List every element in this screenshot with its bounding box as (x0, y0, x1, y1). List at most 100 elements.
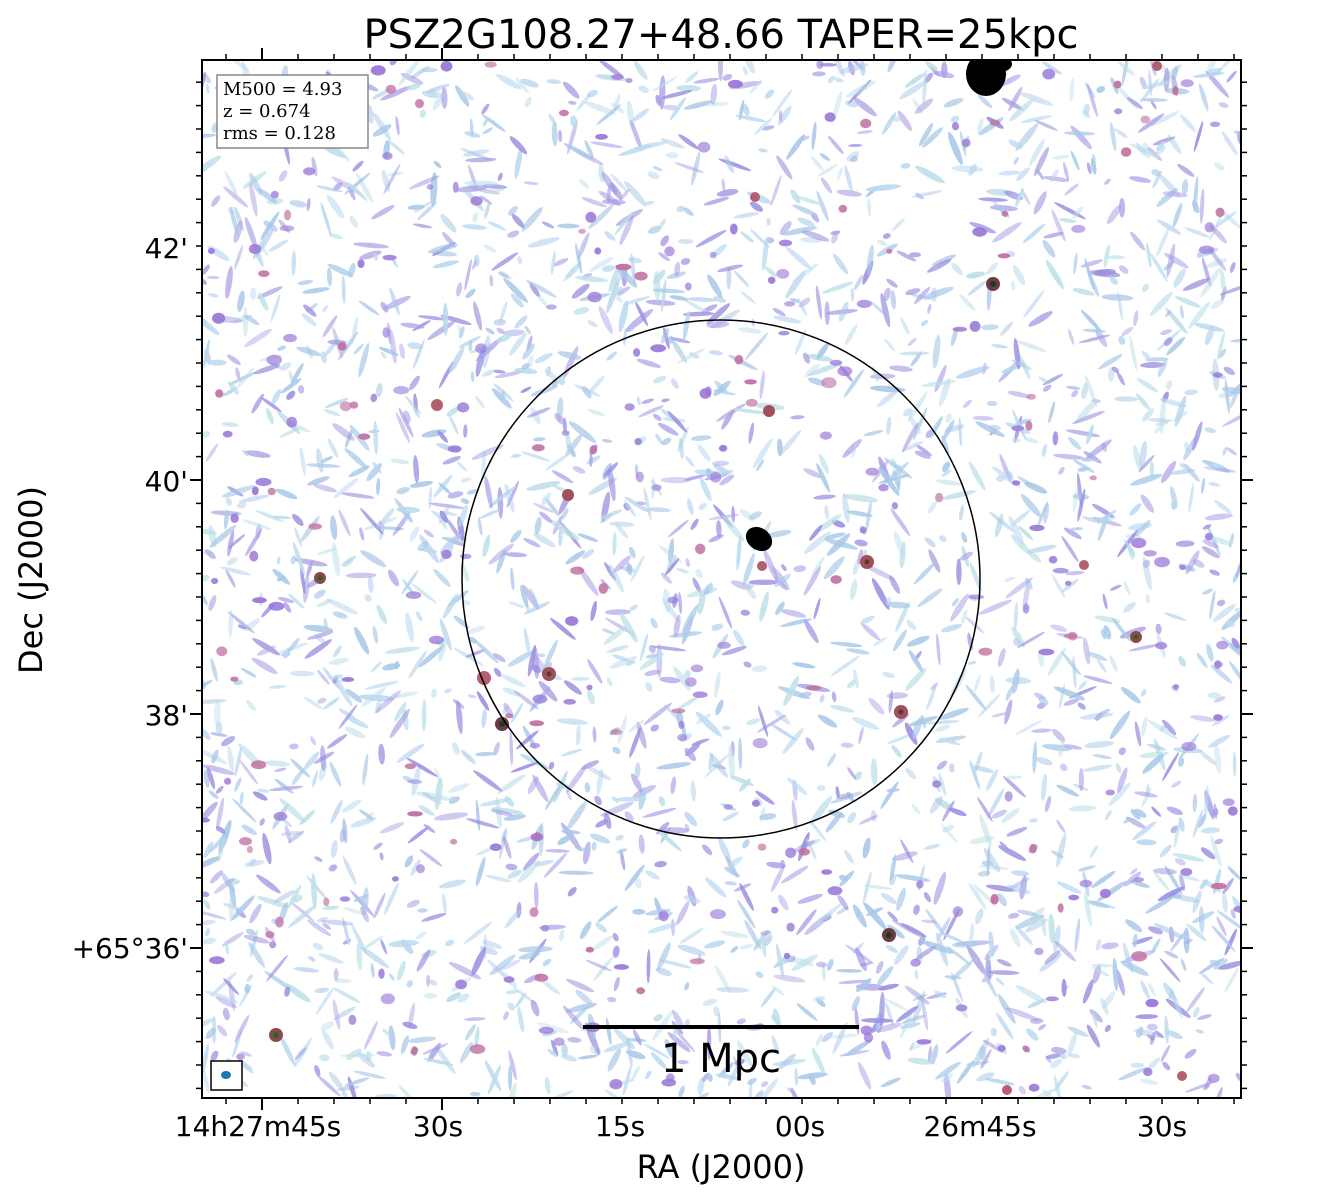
info-m500: M500 = 4.93 (223, 79, 342, 100)
noise-blob (809, 524, 823, 541)
noise-blob (402, 1021, 418, 1029)
noise-blob (1184, 389, 1198, 396)
noise-blob (610, 173, 628, 193)
noise-blob (759, 591, 769, 622)
noise-peak (594, 247, 602, 255)
noise-blob (668, 519, 689, 538)
noise-blob (601, 199, 626, 205)
noise-blob (1008, 516, 1024, 545)
noise-peak (380, 993, 395, 1005)
noise-blob (508, 1065, 513, 1091)
noise-blob (344, 448, 369, 470)
noise-peak (1204, 222, 1215, 233)
noise-blob (628, 719, 645, 733)
noise-blob (661, 437, 672, 446)
noise-blob (853, 97, 877, 117)
noise-peak (1029, 524, 1045, 532)
noise-blob (652, 166, 663, 172)
noise-peak (1198, 245, 1215, 255)
noise-blob (434, 812, 469, 821)
noise-blob (413, 455, 420, 484)
noise-blob (1017, 631, 1045, 648)
noise-blob (921, 127, 944, 148)
noise-blob (679, 437, 684, 460)
noise-blob (379, 822, 405, 834)
noise-blob (1015, 720, 1042, 736)
noise-blob (248, 942, 265, 968)
noise-blob (773, 315, 802, 324)
noise-blob (722, 74, 733, 81)
noise-blob (1108, 367, 1115, 382)
noise-peak (452, 181, 459, 193)
noise-blob (636, 721, 647, 749)
noise-blob (903, 408, 913, 417)
noise-blob (658, 959, 692, 969)
noise-blob (803, 468, 822, 479)
noise-blob (846, 510, 873, 517)
noise-blob (1149, 461, 1155, 479)
noise-blob (921, 919, 937, 924)
noise-blob (733, 1056, 742, 1077)
noise-peak (455, 979, 467, 990)
noise-blob (300, 565, 306, 595)
noise-blob (1095, 328, 1108, 348)
noise-blob (1024, 481, 1048, 494)
noise-blob (387, 139, 406, 155)
noise-blob (1204, 427, 1216, 434)
noise-blob (897, 110, 913, 131)
noise-blob (258, 292, 269, 311)
noise-blob (1163, 337, 1173, 346)
noise-blob (1210, 834, 1222, 867)
noise-blob (1061, 535, 1079, 563)
noise-blob (561, 749, 583, 757)
noise-blob (1005, 685, 1014, 702)
noise-blob (1135, 519, 1151, 537)
noise-blob (299, 446, 306, 476)
noise-blob (376, 1051, 393, 1057)
noise-blob (880, 892, 897, 905)
noise-blob (1068, 329, 1075, 345)
noise-blob (433, 160, 442, 168)
noise-blob (342, 917, 351, 946)
noise-peak (932, 780, 942, 788)
noise-blob (1084, 740, 1115, 749)
noise-blob (534, 516, 542, 535)
noise-blob (747, 1078, 757, 1085)
noise-peak (1068, 894, 1080, 901)
noise-blob (950, 327, 959, 347)
noise-blob (475, 856, 486, 887)
noise-blob (333, 477, 359, 499)
noise-blob (962, 399, 972, 408)
noise-blob (820, 177, 833, 194)
noise-blob (677, 348, 705, 364)
noise-blob (729, 775, 755, 787)
noise-blob (1221, 611, 1241, 631)
noise-peak (538, 1026, 554, 1034)
noise-blob (1147, 719, 1178, 740)
noise-blob (796, 1003, 818, 1021)
noise-blob (1087, 270, 1100, 298)
noise-blob (602, 439, 613, 443)
noise-blob (1104, 810, 1112, 821)
noise-blob (202, 314, 220, 336)
noise-blob (1172, 202, 1183, 228)
noise-blob (296, 346, 322, 357)
noise-blob (477, 516, 483, 536)
noise-blob (446, 992, 462, 1003)
noise-blob (370, 661, 382, 673)
noise-blob (557, 835, 571, 845)
noise-blob (636, 501, 647, 506)
noise-peak (1099, 888, 1111, 899)
noise-blob (1164, 1029, 1183, 1040)
noise-blob (1209, 959, 1220, 967)
noise-blob (1142, 408, 1154, 422)
noise-blob (629, 604, 638, 612)
noise-blob (1152, 170, 1162, 189)
noise-blob (829, 1033, 860, 1039)
noise-blob (995, 1012, 1014, 1040)
noise-blob (1227, 866, 1241, 881)
noise-peak (624, 403, 635, 411)
noise-blob (978, 1045, 986, 1061)
noise-blob (815, 1033, 823, 1047)
noise-blob (652, 375, 667, 384)
